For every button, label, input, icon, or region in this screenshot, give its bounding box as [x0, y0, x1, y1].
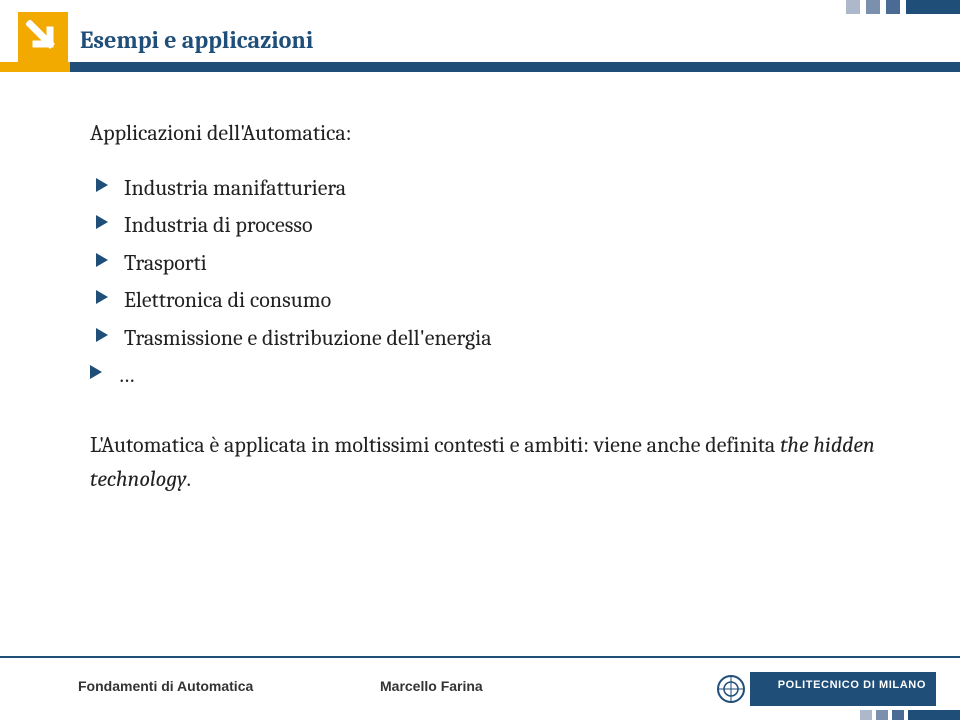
bullet-triangle-icon [96, 253, 108, 267]
list-item: Elettronica di consumo [96, 282, 890, 319]
list-item-label: Industria manifatturiera [124, 175, 346, 201]
decor-bottom [780, 710, 960, 720]
arrow-down-right-icon [18, 12, 68, 62]
bullet-triangle-icon [90, 365, 102, 379]
list-item: Trasmissione e distribuzione dell'energi… [96, 320, 890, 357]
footer-author: Marcello Farina [380, 678, 483, 694]
decor-segment [846, 0, 860, 14]
polimi-logo: POLITECNICO DI MILANO [716, 672, 936, 706]
divider-bar-accent [0, 62, 70, 72]
closing-plain: L'Automatica è applicata in moltissimi c… [90, 432, 780, 458]
footer-course: Fondamenti di Automatica [78, 678, 253, 694]
decor-top [780, 0, 960, 14]
list-item: Industria di processo [96, 207, 890, 244]
list-item-label: Trasmissione e distribuzione dell'energi… [124, 325, 492, 351]
bullet-triangle-icon [96, 290, 108, 304]
closing-text: L'Automatica è applicata in moltissimi c… [90, 428, 890, 496]
decor-segment [886, 0, 900, 14]
decor-segment [876, 710, 888, 720]
bullet-list: Industria manifatturiera Industria di pr… [90, 170, 890, 357]
slide-title: Esempi e applicazioni [80, 26, 313, 54]
content: Applicazioni dell'Automatica: Industria … [90, 120, 890, 497]
list-item: Trasporti [96, 245, 890, 282]
decor-segment [866, 0, 880, 14]
content-subtitle: Applicazioni dell'Automatica: [90, 120, 890, 146]
divider-bar [0, 62, 960, 72]
decor-segment [860, 710, 872, 720]
bullet-triangle-icon [96, 215, 108, 229]
ellipsis-label: … [118, 362, 135, 388]
logo-text: POLITECNICO DI MILANO [754, 679, 926, 691]
decor-segment [892, 710, 904, 720]
list-item: Industria manifatturiera [96, 170, 890, 207]
list-item-label: Elettronica di consumo [124, 287, 331, 313]
slide: Esempi e applicazioni Applicazioni dell'… [0, 0, 960, 720]
closing-tail: . [186, 466, 191, 492]
bullet-triangle-icon [96, 328, 108, 342]
logo-mark-icon [716, 674, 746, 704]
list-item-ellipsis: … [90, 357, 890, 394]
decor-segment [906, 0, 960, 14]
list-item-label: Trasporti [124, 250, 207, 276]
list-item-label: Industria di processo [124, 212, 313, 238]
bullet-triangle-icon [96, 178, 108, 192]
decor-segment [908, 710, 960, 720]
